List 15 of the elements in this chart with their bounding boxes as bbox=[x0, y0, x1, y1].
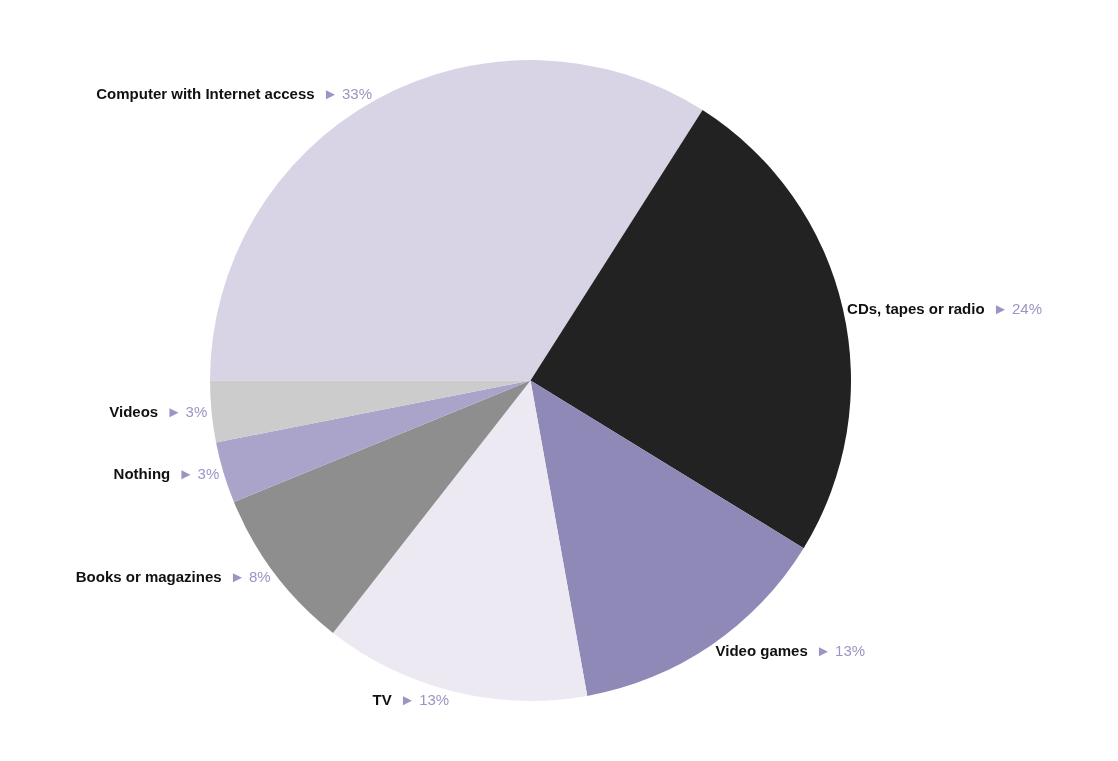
data-label: ► 13% bbox=[400, 691, 450, 709]
slice-label: Computer with Internet access bbox=[96, 84, 315, 102]
slice-label: CDs, tapes or radio bbox=[847, 299, 985, 317]
data-label: ► 13% bbox=[816, 642, 866, 660]
data-label: ► 8% bbox=[229, 568, 271, 586]
slice-label: Nothing bbox=[113, 464, 171, 482]
slice-label: TV bbox=[372, 691, 392, 709]
data-label: ► 3% bbox=[166, 403, 208, 421]
data-label: ► 33% bbox=[322, 84, 373, 102]
data-label: ► 3% bbox=[178, 464, 220, 482]
slice-label: Videos bbox=[109, 403, 159, 421]
pie-slice bbox=[233, 380, 531, 633]
slice-label: Books or magazines bbox=[75, 568, 222, 586]
slice-label: Video games bbox=[715, 642, 808, 660]
data-label: ► 24% bbox=[992, 299, 1042, 317]
